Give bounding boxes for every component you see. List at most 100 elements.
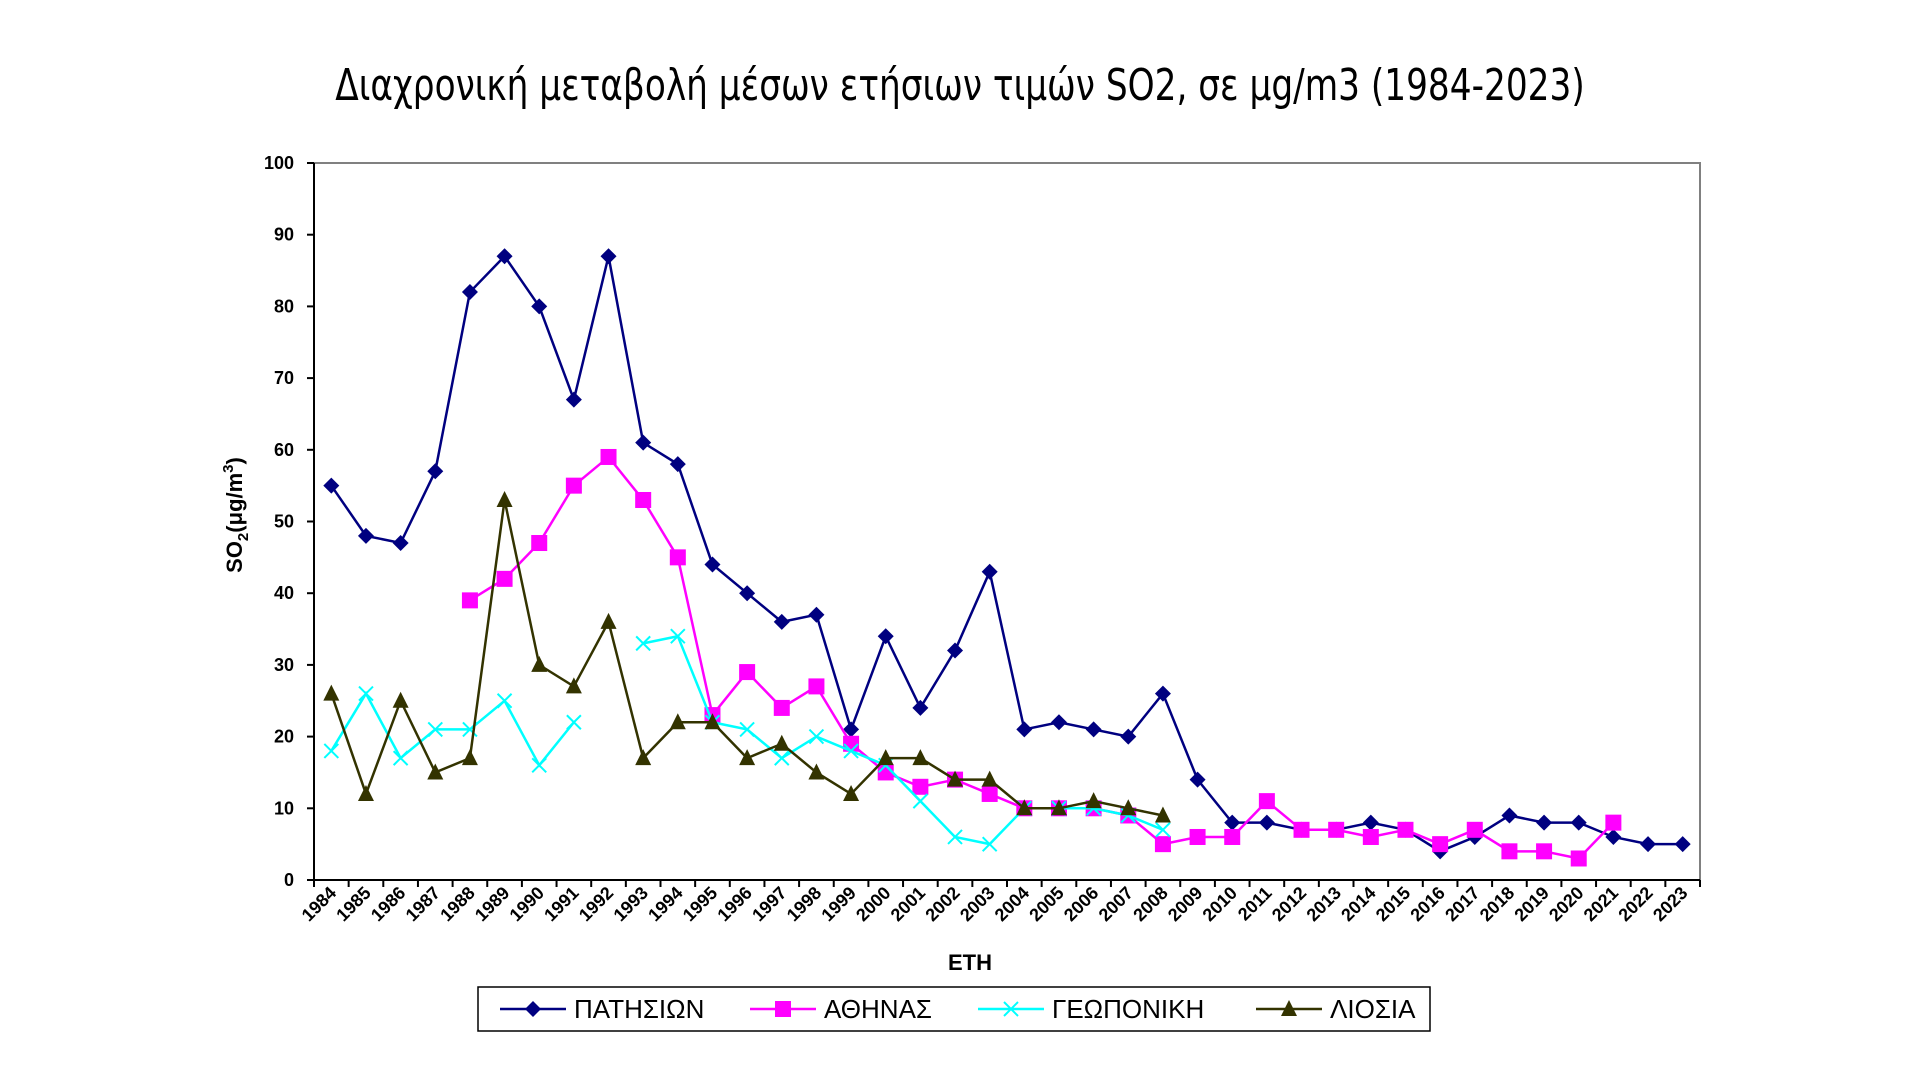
x-tick-label: 1994 xyxy=(644,883,686,925)
data-point xyxy=(669,713,686,730)
y-tick-label: 10 xyxy=(274,798,294,818)
data-point xyxy=(496,490,513,507)
data-point xyxy=(808,728,825,745)
data-point xyxy=(912,749,929,766)
data-point xyxy=(635,434,652,451)
data-point xyxy=(773,734,790,751)
x-tick-label: 2019 xyxy=(1510,883,1552,925)
y-tick-label: 100 xyxy=(264,153,294,173)
data-point xyxy=(704,713,721,730)
data-point xyxy=(1536,843,1553,860)
data-point xyxy=(1224,814,1241,831)
data-point xyxy=(773,613,790,630)
data-point xyxy=(1224,828,1241,845)
data-point xyxy=(1362,814,1379,831)
data-point xyxy=(531,535,548,552)
data-point xyxy=(669,549,686,566)
data-point xyxy=(323,684,340,701)
data-point xyxy=(358,685,374,702)
data-point xyxy=(392,750,409,766)
series-group xyxy=(323,248,1691,860)
data-point xyxy=(1501,843,1518,860)
data-point xyxy=(461,284,478,301)
x-tick-label: 2011 xyxy=(1234,883,1276,925)
y-axis-title: SO2(μg/m3) xyxy=(220,457,252,573)
y-tick-label: 80 xyxy=(274,296,294,316)
data-point xyxy=(947,770,964,787)
data-point xyxy=(947,642,964,659)
data-point xyxy=(773,699,790,716)
data-point xyxy=(1016,721,1033,738)
y-tick-label: 0 xyxy=(284,870,294,890)
legend-marker xyxy=(775,1001,791,1017)
x-tick-label: 1991 xyxy=(540,883,582,925)
data-point xyxy=(1258,814,1275,831)
data-point xyxy=(357,527,374,544)
data-point xyxy=(1605,814,1622,831)
data-point xyxy=(808,763,825,780)
series-line xyxy=(330,254,1683,853)
data-point xyxy=(669,456,686,473)
legend-label: ΓΕΩΠΟΝΙΚΗ xyxy=(1052,994,1204,1024)
y-tick-label: 50 xyxy=(274,512,294,532)
series-group xyxy=(323,490,1171,823)
series-line xyxy=(642,634,1164,846)
data-point xyxy=(635,749,652,766)
data-point xyxy=(1536,814,1553,831)
data-point xyxy=(1154,836,1171,853)
x-tick-label: 1984 xyxy=(298,883,340,925)
data-point xyxy=(981,563,998,580)
x-tick-label: 1992 xyxy=(575,883,617,925)
data-point xyxy=(531,655,548,672)
data-point xyxy=(1640,836,1657,853)
data-point xyxy=(1154,806,1171,823)
y-tick-label: 60 xyxy=(274,440,294,460)
x-tick-label: 1998 xyxy=(783,883,825,925)
data-point xyxy=(1258,793,1275,810)
x-tick-label: 2020 xyxy=(1545,883,1587,925)
legend: ΠΑΤΗΣΙΩΝ ΑΘΗΝΑΣ ΓΕΩΠΟΝΙΚΗ ΛΙΟΣΙΑ xyxy=(477,986,1431,1032)
data-point xyxy=(739,749,756,766)
x-tick-label: 2004 xyxy=(991,883,1033,925)
data-point xyxy=(461,592,478,609)
x-tick-label: 2005 xyxy=(1025,883,1067,925)
data-point xyxy=(739,664,756,681)
y-tick-label: 40 xyxy=(274,583,294,603)
data-point xyxy=(877,749,894,766)
data-point xyxy=(565,677,582,694)
data-point xyxy=(1328,821,1345,838)
x-axis-title: ΕΤΗ xyxy=(948,950,992,975)
data-point xyxy=(566,714,582,730)
legend-marker xyxy=(1281,1000,1297,1016)
data-point xyxy=(323,477,340,494)
data-point xyxy=(739,585,756,602)
legend-marker xyxy=(525,1001,541,1017)
data-point xyxy=(704,556,721,573)
x-tick-label: 1985 xyxy=(332,883,374,925)
data-point xyxy=(981,785,998,802)
data-point xyxy=(739,721,755,738)
x-tick-label: 2009 xyxy=(1164,883,1206,925)
data-point xyxy=(357,784,374,801)
data-point xyxy=(635,635,651,652)
data-point xyxy=(912,699,929,716)
x-tick-label: 2006 xyxy=(1060,883,1102,925)
legend-label: ΑΘΗΝΑΣ xyxy=(824,994,932,1024)
x-tick-label: 2014 xyxy=(1337,883,1379,925)
data-point xyxy=(496,248,513,265)
data-point xyxy=(1085,721,1102,738)
data-point xyxy=(1501,807,1518,824)
x-tick-label: 1997 xyxy=(748,883,790,925)
data-point xyxy=(1189,828,1206,845)
x-tick-label: 2021 xyxy=(1580,883,1622,925)
data-point xyxy=(531,757,547,773)
data-point xyxy=(461,749,478,766)
legend-label: ΠΑΤΗΣΙΩΝ xyxy=(574,994,704,1024)
x-tick-label: 1986 xyxy=(367,883,409,925)
x-tick-label: 1987 xyxy=(402,883,444,925)
data-point xyxy=(600,248,617,265)
x-tick-label: 2017 xyxy=(1441,883,1483,925)
data-point xyxy=(774,750,790,766)
x-tick-label: 2015 xyxy=(1372,883,1414,925)
